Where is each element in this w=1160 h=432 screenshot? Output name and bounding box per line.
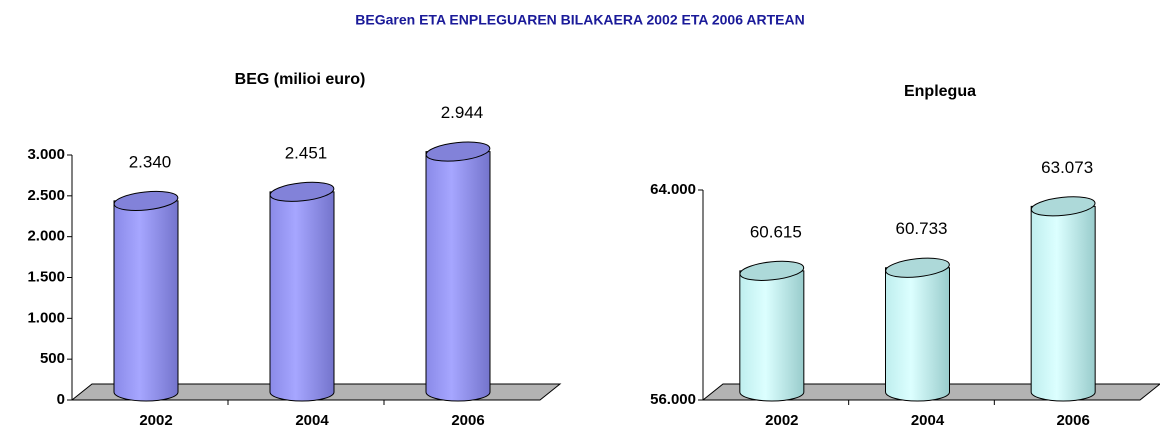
bar-top <box>425 141 491 162</box>
bar <box>739 270 805 402</box>
chart-title: Enplegua <box>904 83 976 100</box>
bar <box>425 151 491 402</box>
y-tick-label: 500 <box>40 350 65 367</box>
x-tick-label: 2006 <box>451 412 484 429</box>
bar <box>113 200 179 402</box>
y-tick-label: 64.000 <box>650 181 696 198</box>
x-tick-label: 2006 <box>1056 412 1089 429</box>
value-label: 63.073 <box>1041 158 1093 177</box>
value-label: 60.615 <box>750 222 802 241</box>
x-tick-label: 2004 <box>295 412 329 429</box>
bar-top <box>739 260 805 281</box>
bar-top <box>1030 196 1096 217</box>
y-tick-label: 56.000 <box>650 391 696 408</box>
x-tick-label: 2002 <box>139 412 172 429</box>
x-tick-label: 2004 <box>911 412 945 429</box>
chart-title: BEG (milioi euro) <box>235 71 366 88</box>
bar-top <box>269 181 335 202</box>
bar-top <box>885 257 950 278</box>
y-tick-label: 0 <box>57 391 65 408</box>
bar-top <box>113 190 179 211</box>
x-tick-label: 2002 <box>765 412 798 429</box>
y-tick-label: 2.500 <box>27 187 65 204</box>
y-tick-label: 2.000 <box>27 228 65 245</box>
bar <box>885 267 950 402</box>
value-label: 2.944 <box>441 103 484 122</box>
bar <box>1030 205 1096 402</box>
page-title: BEGaren ETA ENPLEGUAREN BILAKAERA 2002 E… <box>355 12 804 28</box>
y-tick-label: 1.000 <box>27 309 65 326</box>
value-label: 2.451 <box>285 143 328 162</box>
value-label: 2.340 <box>129 152 172 171</box>
y-tick-label: 3.000 <box>27 146 65 163</box>
y-tick-label: 1.500 <box>27 268 65 285</box>
bar <box>269 191 335 402</box>
value-label: 60.733 <box>896 219 948 238</box>
